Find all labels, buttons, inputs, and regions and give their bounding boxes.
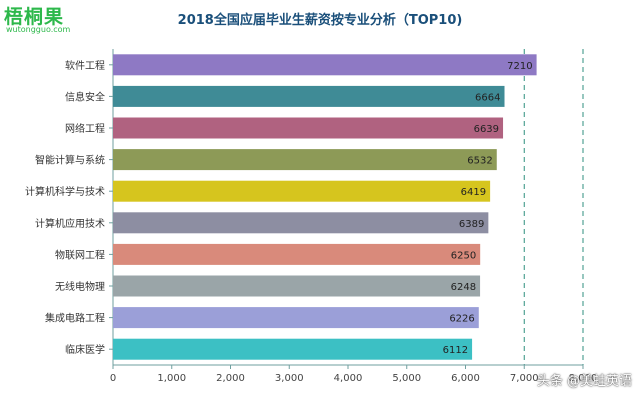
category-label: 信息安全 (65, 90, 105, 103)
category-label: 无线电物理 (55, 280, 105, 293)
category-label: 计算机应用技术 (35, 217, 105, 230)
category-label: 计算机科学与技术 (25, 185, 105, 198)
category-label: 软件工程 (65, 59, 105, 72)
value-label: 6532 (467, 156, 492, 167)
value-label: 6112 (443, 345, 468, 356)
value-label: 6664 (475, 92, 500, 103)
bar (113, 149, 497, 171)
bar (113, 117, 504, 139)
watermark: 头条 @美蛙英语 (536, 374, 632, 389)
x-tick-label: 3,000 (275, 373, 304, 384)
x-tick-label: 6,000 (451, 373, 480, 384)
category-label: 网络工程 (65, 122, 105, 135)
value-label: 6639 (474, 124, 499, 135)
value-label: 7210 (507, 61, 532, 72)
category-label: 集成电路工程 (45, 312, 105, 325)
logo-site: wutongguo.com (6, 25, 71, 34)
x-tick-label: 2,000 (216, 373, 245, 384)
logo: 梧桐果 wutongguo.com (4, 2, 94, 38)
x-tick-label: 4,000 (334, 373, 363, 384)
x-tick-label: 5,000 (392, 373, 421, 384)
value-label: 6419 (461, 187, 486, 198)
bar (113, 307, 479, 329)
bar (113, 243, 481, 265)
category-label: 临床医学 (65, 343, 105, 356)
category-label: 物联网工程 (55, 248, 105, 261)
bar (113, 338, 473, 360)
value-label: 6226 (449, 314, 474, 325)
category-label: 智能计算与系统 (35, 154, 105, 167)
x-tick-label: 1,000 (157, 373, 186, 384)
bar (113, 212, 489, 234)
chart-title: 2018全国应届毕业生薪资按专业分析（TOP10) (177, 13, 463, 28)
logo-name: 梧桐果 (4, 6, 65, 28)
x-tick-label: 0 (110, 373, 116, 384)
value-label: 6248 (451, 282, 476, 293)
bar (113, 85, 505, 107)
x-tick-label: 7,000 (510, 373, 539, 384)
bar (113, 54, 537, 76)
bar (113, 180, 491, 202)
bar (113, 275, 481, 297)
value-label: 6389 (459, 219, 484, 230)
value-label: 6250 (451, 250, 476, 261)
x-tick-label: 8,000 (569, 373, 598, 384)
